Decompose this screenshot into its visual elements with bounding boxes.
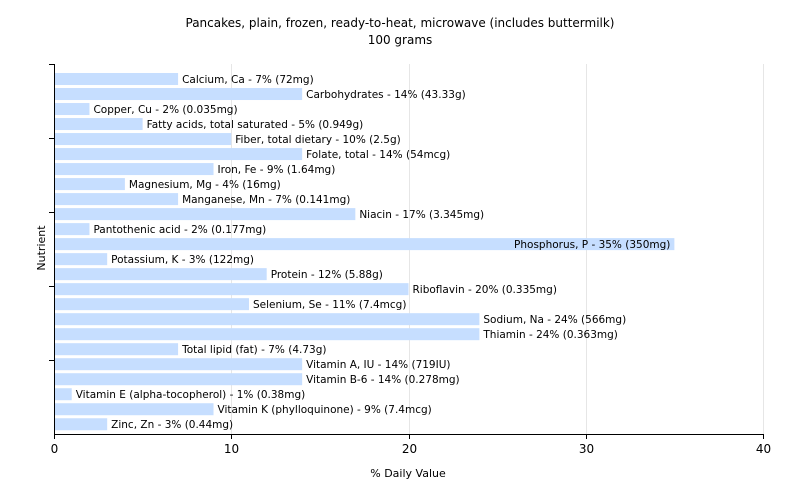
bar [55, 358, 303, 371]
bar-label: Fiber, total dietary - 10% (2.5g) [235, 134, 400, 146]
bar-label: Protein - 12% (5.88g) [271, 269, 383, 281]
bar-label: Vitamin A, IU - 14% (719IU) [306, 359, 450, 371]
axes: 0 10 20 30 40 [49, 64, 771, 456]
bar [55, 103, 90, 116]
bar-label: Thiamin - 24% (0.363mg) [482, 329, 618, 341]
bar-label: Pantothenic acid - 2% (0.177mg) [93, 224, 266, 236]
bar [55, 208, 356, 221]
bar [55, 193, 179, 206]
x-tick-label: 20 [402, 442, 417, 456]
bar [55, 328, 480, 341]
bar [55, 163, 214, 176]
bars: Calcium, Ca - 7% (72mg) Carbohydrates - 1… [55, 73, 675, 431]
bar-label: Zinc, Zn - 3% (0.44mg) [111, 419, 233, 431]
bar-label: Potassium, K - 3% (122mg) [111, 254, 254, 266]
bar-label: Magnesium, Mg - 4% (16mg) [129, 179, 281, 191]
bar-label: Niacin - 17% (3.345mg) [359, 209, 484, 221]
bar-label: Carbohydrates - 14% (43.33g) [306, 89, 466, 101]
bar-label: Calcium, Ca - 7% (72mg) [182, 74, 314, 86]
bar [55, 268, 267, 281]
x-tick-label: 40 [756, 442, 771, 456]
x-tick-label: 10 [224, 442, 239, 456]
bar [55, 388, 72, 401]
bar-label: Riboflavin - 20% (0.335mg) [413, 284, 557, 296]
bar [55, 403, 214, 416]
bar-label: Fatty acids, total saturated - 5% (0.949… [147, 119, 364, 131]
bar [55, 343, 179, 356]
bar [55, 88, 303, 101]
bar [55, 418, 108, 431]
x-tick-label: 0 [51, 442, 59, 456]
chart-subtitle: 100 grams [368, 33, 433, 47]
bar [55, 148, 303, 161]
bar-label: Copper, Cu - 2% (0.035mg) [93, 104, 237, 116]
x-tick-label: 30 [579, 442, 594, 456]
bar [55, 178, 125, 191]
bar [55, 373, 303, 386]
bar-label: Vitamin K (phylloquinone) - 9% (7.4mcg) [218, 404, 432, 416]
bar [55, 253, 108, 266]
bar [55, 223, 90, 236]
bar-label: Folate, total - 14% (54mcg) [306, 149, 450, 161]
bar [55, 298, 249, 311]
bar [55, 118, 143, 131]
bar-label: Iron, Fe - 9% (1.64mg) [218, 164, 336, 176]
bar-label: Sodium, Na - 24% (566mg) [483, 314, 626, 326]
bar-label: Vitamin E (alpha-tocopherol) - 1% (0.38m… [76, 389, 306, 401]
y-axis-label: Nutrient [35, 225, 48, 271]
bar-label: Manganese, Mn - 7% (0.141mg) [182, 194, 350, 206]
bar [55, 238, 675, 251]
bar [55, 313, 480, 326]
chart-title: Pancakes, plain, frozen, ready-to-heat, … [186, 16, 615, 30]
bar-label: Vitamin B-6 - 14% (0.278mg) [306, 374, 460, 386]
x-axis-label: % Daily Value [370, 467, 446, 480]
bar-label: Phosphorus, P - 35% (350mg) [514, 239, 670, 251]
bar [55, 133, 232, 146]
bar [55, 73, 179, 86]
bar [55, 283, 409, 296]
bar-label: Total lipid (fat) - 7% (4.73g) [181, 344, 326, 356]
bar-label: Selenium, Se - 11% (7.4mcg) [253, 299, 406, 311]
